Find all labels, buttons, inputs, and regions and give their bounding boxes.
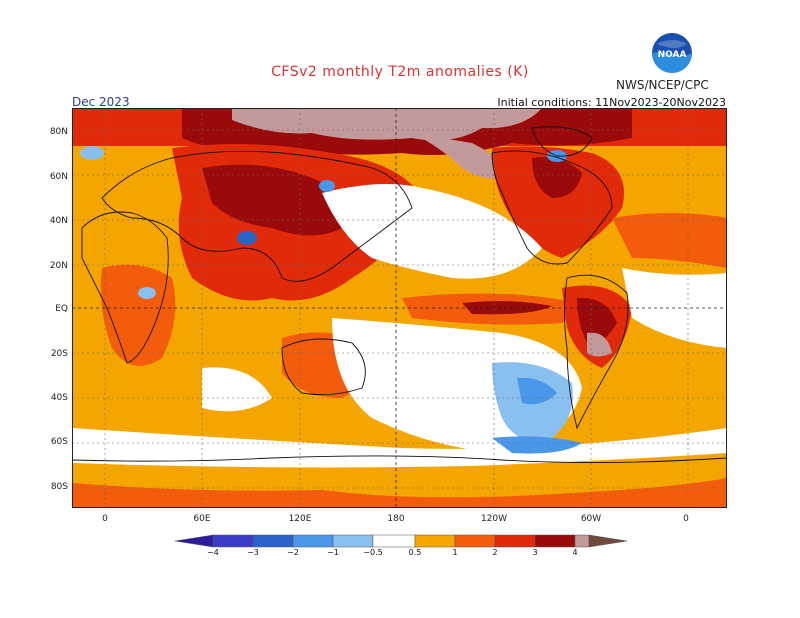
colorbar-label-p1: 1 <box>452 548 458 557</box>
colorbar-seg-5 <box>372 534 416 548</box>
map-frame <box>72 108 727 508</box>
blue-spacific-2 <box>517 377 557 405</box>
colorbar-seg-1 <box>212 534 254 548</box>
colorbar-seg-9 <box>534 534 576 548</box>
arctic-rose <box>232 108 542 141</box>
lat-label-eq: EQ <box>55 304 68 314</box>
equator-dateline <box>72 108 727 508</box>
colorbar-seg-7 <box>454 534 496 548</box>
lon-label-0: 0 <box>102 514 108 524</box>
colorbar-seg-3 <box>292 534 334 548</box>
blue-tibet <box>237 231 257 245</box>
colorbar-seg-10 <box>574 534 590 548</box>
samerica-darkred <box>577 297 617 344</box>
antarctic-red <box>72 478 727 508</box>
colorbar-seg-8 <box>494 534 536 548</box>
lon-label-120e: 120E <box>288 514 312 524</box>
eurasia-darkred <box>202 164 344 236</box>
svg-text:NOAA: NOAA <box>658 50 687 60</box>
blue-europe <box>80 146 104 160</box>
colorbar-seg-4 <box>332 534 374 548</box>
colorbar-label-p4: 4 <box>572 548 578 557</box>
blue-alaska <box>319 180 335 192</box>
neutral-southern <box>72 428 727 470</box>
lat-label-20n: 20N <box>49 261 68 271</box>
noaa-logo-icon: NOAA <box>651 32 693 74</box>
lat-label-40n: 40N <box>49 216 68 226</box>
map-title: CFSv2 monthly T2m anomalies (K) <box>271 64 529 80</box>
colorbar-seg-0 <box>175 534 214 548</box>
lat-label-80s: 80S <box>50 482 68 492</box>
colorbar-label-m4: −4 <box>207 548 219 557</box>
lon-label-180: 180 <box>387 514 405 524</box>
lat-label-60s: 60S <box>50 437 68 447</box>
anomaly-map <box>72 108 727 508</box>
initial-conditions: Initial conditions: 11Nov2023-20Nov2023 <box>497 96 726 109</box>
lat-label-40s: 40S <box>50 393 68 403</box>
lat-label-80n: 80N <box>49 127 68 137</box>
lon-label-60e: 60E <box>193 514 211 524</box>
greenland-darkred <box>532 157 582 198</box>
lon-label-0-east: 0 <box>683 514 689 524</box>
target-month: Dec 2023 <box>72 95 130 109</box>
colorbar-label-p05: 0.5 <box>408 548 422 557</box>
agency-label: NWS/NCEP/CPC <box>616 78 709 92</box>
colorbar-label-p3: 3 <box>532 548 538 557</box>
siberia-rose <box>412 133 512 179</box>
neutral-pacific-n <box>322 184 542 279</box>
colorbar-label-m05: −0.5 <box>363 548 383 557</box>
colorbar-seg-2 <box>252 534 294 548</box>
colorbar-label-p2: 2 <box>492 548 498 557</box>
lat-label-20s: 20S <box>50 349 68 359</box>
lon-label-120w: 120W <box>480 514 508 524</box>
atlantic-red <box>612 213 727 268</box>
colorbar-label-m1: −1 <box>327 548 339 557</box>
blue-so <box>492 436 582 454</box>
blue-africa <box>138 287 156 299</box>
colorbar <box>175 534 627 548</box>
lon-label-60w: 60W <box>580 514 602 524</box>
coastlines <box>72 126 727 464</box>
colorbar-seg-6 <box>414 534 456 548</box>
colorbar-label-m2: −2 <box>287 548 299 557</box>
lat-label-60n: 60N <box>49 172 68 182</box>
colorbar-label-m3: −3 <box>247 548 259 557</box>
samerica-rose <box>587 332 612 357</box>
neutral-indian <box>202 367 272 412</box>
colorbar-seg-11 <box>588 534 627 548</box>
